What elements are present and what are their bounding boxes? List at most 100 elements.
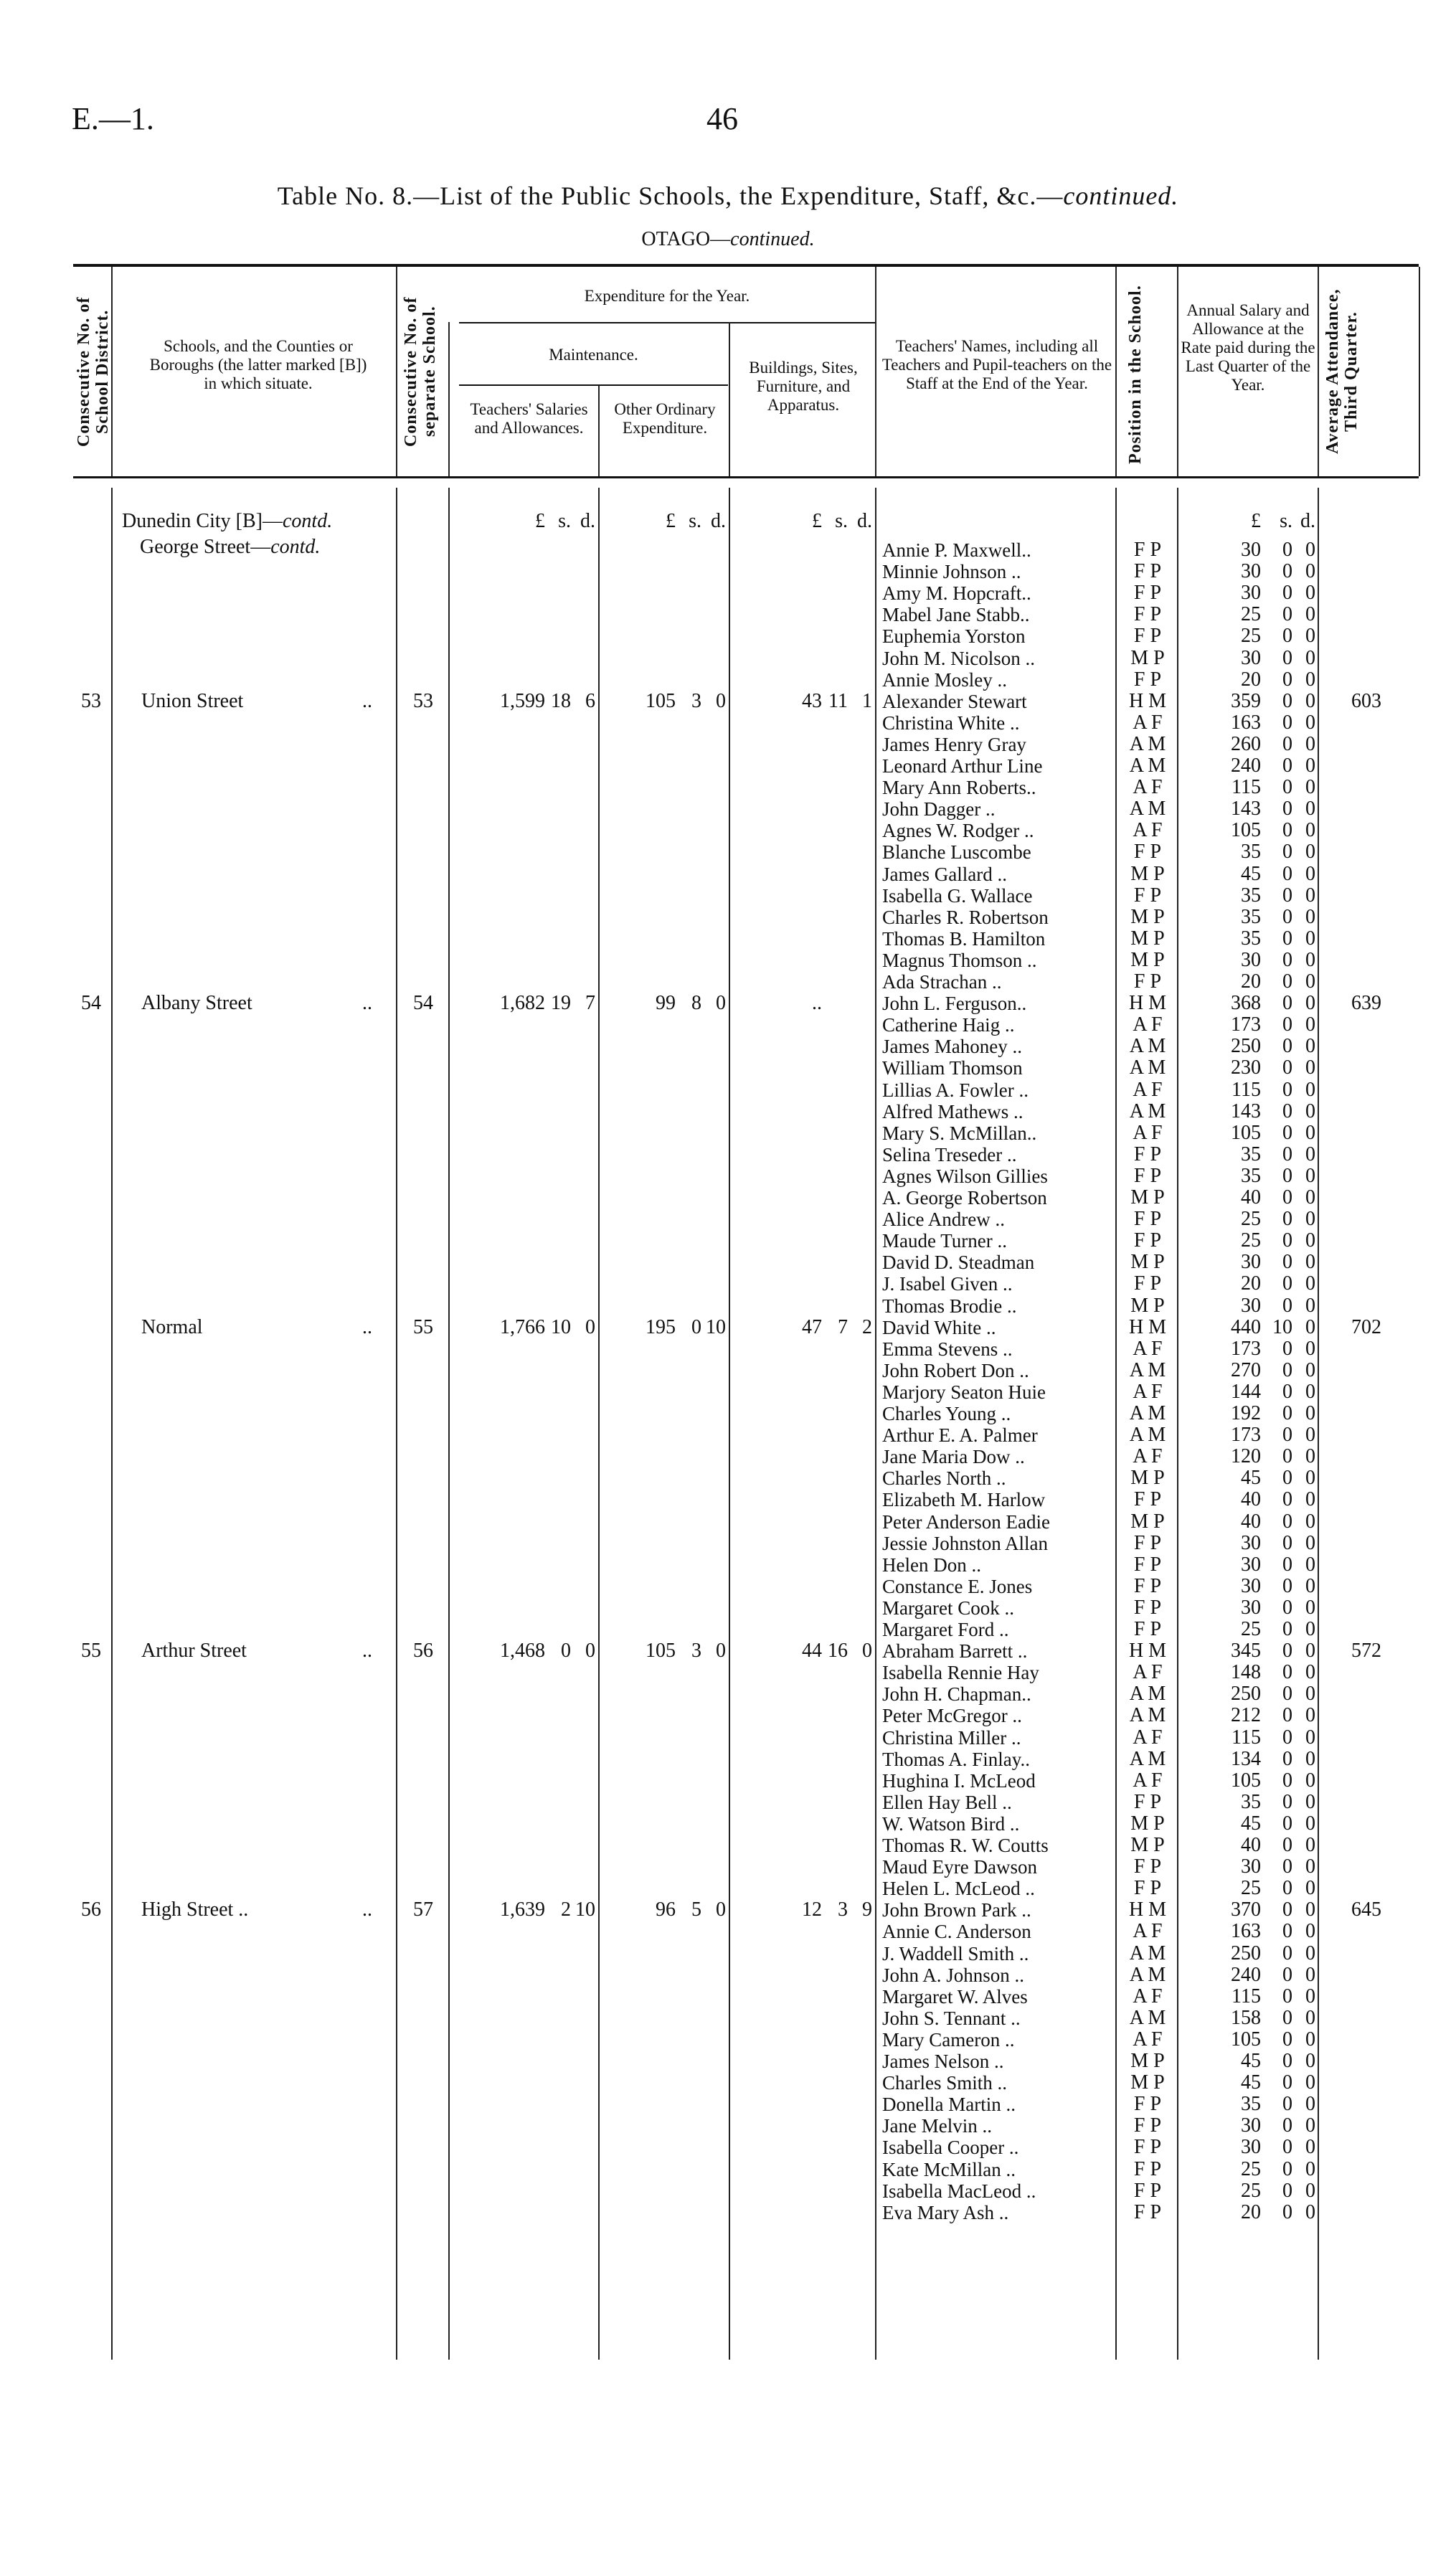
salary-shillings: 0: [1282, 582, 1292, 605]
salary-pounds: 35: [1241, 884, 1261, 907]
teacher-position: F P: [1133, 2114, 1162, 2137]
other-expenditure-pounds: 195: [646, 1315, 676, 1338]
salary-shillings: 0: [1282, 1337, 1292, 1360]
salary-pounds: 270: [1231, 1358, 1261, 1381]
salary-shillings: 0: [1282, 1013, 1292, 1036]
buildings-pounds: 43: [802, 689, 822, 712]
teacher-position: F P: [1133, 1574, 1162, 1597]
teacher-name: Mabel Jane Stabb..: [882, 604, 1030, 626]
leader-dots: ..: [362, 992, 372, 1015]
teacher-name: Mary Ann Roberts..: [882, 777, 1036, 799]
salary-pence: 0: [1305, 1790, 1315, 1813]
salary-shillings: 0: [1282, 1251, 1292, 1274]
teacher-position: M P: [1130, 2050, 1165, 2072]
teacher-name: Emma Stevens ..: [882, 1338, 1013, 1360]
salary-pounds: 359: [1231, 689, 1261, 712]
teacher-position: M P: [1130, 1812, 1165, 1835]
salary-pence: 0: [1305, 1424, 1315, 1447]
salary-pounds: 45: [1241, 2071, 1261, 2094]
teacher-position: H M: [1128, 992, 1167, 1015]
salary-shillings: 0: [1282, 1380, 1292, 1403]
salary-shillings: 0: [1282, 884, 1292, 907]
teacher-position: A F: [1133, 776, 1163, 799]
teacher-position: A F: [1133, 819, 1163, 842]
teacher-position: F P: [1133, 560, 1162, 583]
salary-pence: 0: [1305, 1553, 1315, 1576]
salary-pounds: 368: [1231, 992, 1261, 1015]
column-rule: [1177, 267, 1178, 476]
teacher-name: Selina Treseder ..: [882, 1143, 1017, 1165]
buildings-shillings: 11: [828, 689, 848, 712]
salary-pounds: 144: [1231, 1380, 1261, 1403]
salary-shillings: 0: [1282, 2028, 1292, 2051]
salary-pounds: 240: [1231, 1963, 1261, 1986]
teacher-position: A F: [1133, 1337, 1163, 1360]
salary-shillings: 0: [1282, 1186, 1292, 1209]
teacher-name: Kate McMillan ..: [882, 2158, 1016, 2180]
salary-shillings: 0: [1282, 1855, 1292, 1878]
teacher-position: F P: [1133, 1618, 1162, 1640]
salary-shillings: 0: [1282, 2093, 1292, 2116]
unit-label-shillings: s.: [558, 510, 571, 532]
teacher-name: John S. Tennant ..: [882, 2007, 1021, 2029]
salary-shillings: 0: [1282, 2179, 1292, 2202]
header-top-rule: [73, 264, 1419, 267]
salary-pence: 0: [1305, 1855, 1315, 1878]
salary-pence: 0: [1305, 2157, 1315, 2180]
header-other: Other Ordinary Expenditure.: [614, 400, 716, 437]
salary-pounds: 25: [1241, 1618, 1261, 1640]
salary-shillings: 0: [1282, 1445, 1292, 1468]
salary-pence: 0: [1305, 970, 1315, 993]
salary-pence: 0: [1305, 2179, 1315, 2202]
salary-shillings: 0: [1282, 1920, 1292, 1943]
teacher-name: James Nelson ..: [882, 2051, 1004, 2072]
salary-pounds: 40: [1241, 1510, 1261, 1533]
column-rule: [1115, 267, 1117, 476]
header-salaries: Teachers' Salaries and Allowances.: [470, 400, 588, 437]
salary-pence: 0: [1305, 927, 1315, 950]
teacher-name: Arthur E. A. Palmer: [882, 1424, 1038, 1447]
teacher-position: A F: [1133, 2028, 1163, 2051]
teacher-position: A M: [1129, 1424, 1166, 1447]
salary-pence: 0: [1305, 1618, 1315, 1640]
salary-pence: 0: [1305, 1898, 1315, 1921]
teacher-name: Hughina I. McLeod: [882, 1769, 1036, 1792]
salary-shillings: 0: [1282, 1531, 1292, 1554]
salary-pence: 0: [1305, 1035, 1315, 1058]
teacher-name: Helen L. McLeod ..: [882, 1878, 1035, 1900]
salary-shillings: 0: [1282, 1272, 1292, 1295]
buildings-pence: 0: [862, 1640, 872, 1663]
other-expenditure-pence: 0: [716, 689, 726, 712]
teacher-name: John M. Nicolson ..: [882, 647, 1036, 669]
buildings-shillings: 7: [838, 1315, 848, 1338]
teacher-position: A M: [1129, 755, 1166, 777]
teacher-name: Leonard Arthur Line: [882, 755, 1043, 777]
salary-pence: 0: [1305, 625, 1315, 648]
teacher-position: A F: [1133, 1769, 1163, 1792]
teacher-name: Catherine Haig ..: [882, 1014, 1015, 1036]
other-expenditure-pounds: 96: [656, 1898, 676, 1921]
district-heading: Dunedin City [B]—contd.: [122, 510, 333, 532]
salary-pounds: 30: [1241, 1294, 1261, 1317]
salary-pounds: 35: [1241, 1164, 1261, 1187]
header-school-no: Consecutive No. of separate School.: [402, 296, 439, 447]
salary-pence: 0: [1305, 755, 1315, 777]
teacher-name: John A. Johnson ..: [882, 1964, 1025, 1986]
salaries-pounds: 1,639: [500, 1898, 545, 1921]
salary-pence: 0: [1305, 1013, 1315, 1036]
column-rule: [448, 488, 450, 2360]
salary-shillings: 0: [1282, 1790, 1292, 1813]
expenditure-rule: [459, 322, 875, 323]
teacher-position: A F: [1133, 1445, 1163, 1468]
teacher-name: John Robert Don ..: [882, 1359, 1029, 1381]
salary-pence: 0: [1305, 1358, 1315, 1381]
salary-shillings: 0: [1282, 1596, 1292, 1619]
teacher-position: M P: [1130, 905, 1165, 928]
teacher-name: Blanche Luscombe: [882, 841, 1031, 864]
salary-pounds: 30: [1241, 1855, 1261, 1878]
salary-pence: 0: [1305, 1920, 1315, 1943]
column-rule: [729, 488, 730, 2360]
salary-pence: 0: [1305, 2006, 1315, 2029]
salary-shillings: 0: [1282, 1164, 1292, 1187]
salary-shillings: 0: [1282, 905, 1292, 928]
